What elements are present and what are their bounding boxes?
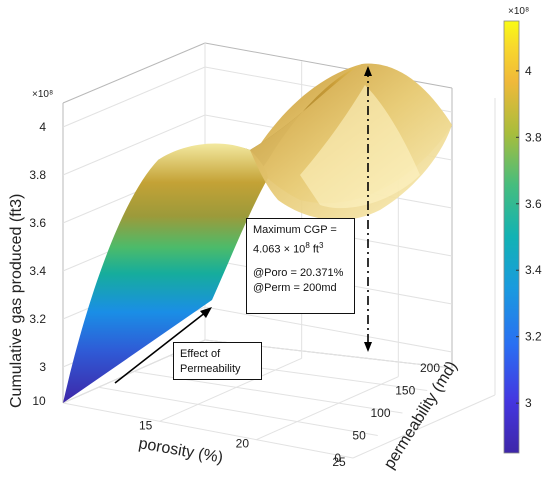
max-line2: 4.063 × 108 ft3 bbox=[253, 241, 324, 256]
z-gridline bbox=[62, 66, 206, 128]
z-gridline bbox=[62, 114, 206, 176]
z-gridline bbox=[204, 306, 453, 353]
surface-right-shade bbox=[300, 85, 420, 209]
maximum-annotation: Maximum CGP = 4.063 × 108 ft3 @Poro = 20… bbox=[246, 218, 355, 314]
effect-arrow bbox=[114, 307, 212, 384]
colorbar-multiplier: ×10⁸ bbox=[508, 6, 529, 17]
z-tick-label: 3.2 bbox=[29, 312, 46, 326]
colorbar-tick-label: 4 bbox=[525, 64, 532, 78]
max-line1: Maximum CGP = bbox=[253, 224, 337, 236]
poro-line: @Poro = 20.371% bbox=[253, 266, 344, 279]
y-gridline bbox=[98, 386, 378, 436]
colorbar-tick-label: 3.2 bbox=[525, 330, 542, 344]
colorbar-tick-label: 3 bbox=[525, 396, 532, 410]
z-tick-label: 3.4 bbox=[29, 264, 46, 278]
colorbar-tick-label: 3.6 bbox=[525, 197, 542, 211]
z-tick-label: 3.6 bbox=[29, 216, 46, 230]
y-tick-label: 100 bbox=[370, 406, 390, 420]
z-multiplier: ×10⁸ bbox=[32, 89, 53, 100]
z-tick-label: 3.8 bbox=[29, 168, 46, 182]
surface bbox=[63, 63, 452, 404]
z-tick-label: 3 bbox=[39, 360, 46, 374]
y-tick-label: 150 bbox=[395, 384, 415, 398]
colorbar-ticks: 3 3.2 3.4 3.6 3.8 4 bbox=[516, 64, 542, 410]
z-tick-label: 4 bbox=[39, 120, 46, 134]
x-gridline bbox=[352, 394, 496, 459]
y-tick-label: 200 bbox=[420, 361, 440, 375]
y-axis-ticks: 0 50 100 150 200 bbox=[334, 361, 440, 465]
effect-annotation: Effect of Permeability bbox=[173, 342, 262, 380]
effect-line1: Effect of bbox=[180, 348, 221, 360]
x-axis-label: porosity (%) bbox=[137, 435, 224, 467]
z-axis-ticks: 3 3.2 3.4 3.6 3.8 4 bbox=[29, 120, 46, 374]
colorbar-tick-label: 3.4 bbox=[525, 263, 542, 277]
y-gridline bbox=[62, 402, 354, 459]
perm-line: @Perm = 200md bbox=[253, 281, 337, 294]
x-tick-label: 20 bbox=[236, 437, 250, 451]
x-gridline bbox=[159, 357, 302, 422]
y-tick-label: 0 bbox=[334, 451, 341, 465]
effect-line2: Permeability bbox=[180, 363, 241, 375]
surface-front-face bbox=[63, 143, 268, 404]
y-tick-label: 50 bbox=[352, 429, 366, 443]
z-axis-label: Cumulative gas produced (ft3) bbox=[8, 194, 25, 408]
x-axis-ticks: 10 15 20 25 bbox=[32, 394, 346, 469]
x-tick-label: 25 bbox=[332, 455, 346, 469]
maximum-indicator bbox=[364, 66, 372, 352]
x-tick-label: 10 bbox=[32, 394, 46, 408]
colorbar bbox=[503, 20, 520, 454]
x-gridline bbox=[256, 376, 399, 441]
colorbar-tick-label: 3.8 bbox=[525, 130, 542, 144]
x-tick-label: 15 bbox=[139, 418, 153, 432]
